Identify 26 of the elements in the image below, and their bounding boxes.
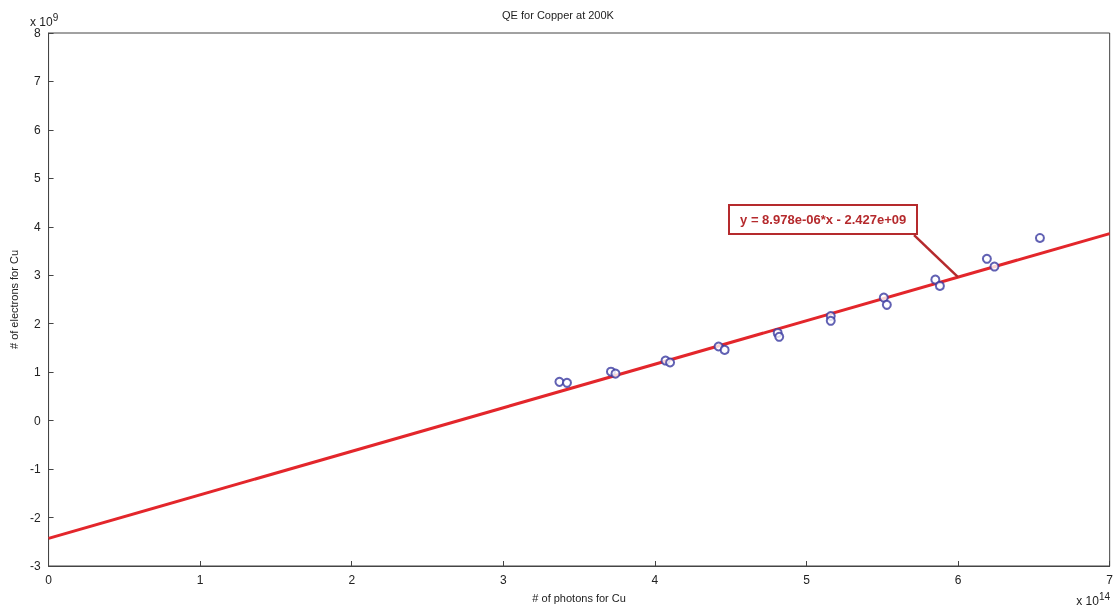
y-tick-label: 4	[33, 219, 41, 234]
x-tick-label: 5	[803, 573, 811, 587]
y-tick-label: 7	[33, 74, 41, 89]
annotation: y = 8.978e-06*x - 2.427e+09	[728, 204, 919, 236]
y-tick-label: -1	[29, 462, 41, 477]
x-axis-title: # of photons for Cu	[532, 591, 626, 604]
chart-title: QE for Copper at 200K	[502, 8, 615, 21]
y-tick-label: 2	[33, 316, 41, 331]
y-tick-label: 6	[33, 122, 41, 137]
y-tick-label: 1	[33, 365, 41, 380]
text: x 10$^{14}$	[1076, 591, 1110, 608]
y-tick-label: -2	[29, 510, 41, 525]
y-axis-title: # of electrons for Cu	[7, 249, 20, 350]
x-tick-label: 0	[45, 573, 53, 587]
x-tick-label: 2	[348, 573, 356, 587]
y-tick-label: -3	[29, 559, 41, 573]
y-tick-label: 5	[33, 171, 41, 186]
y-tick-label: 0	[33, 413, 41, 428]
x-tick-label: 3	[499, 573, 507, 587]
x-tick-label: 1	[196, 573, 204, 587]
x-tick-label: 4	[651, 573, 659, 587]
text: x 10$^{9}$	[30, 12, 59, 29]
y-tick-label: 8	[33, 26, 41, 40]
x-tick-label: 7	[1106, 573, 1114, 587]
y-tick-label: 3	[33, 268, 41, 283]
x-tick-label: 6	[954, 573, 962, 587]
